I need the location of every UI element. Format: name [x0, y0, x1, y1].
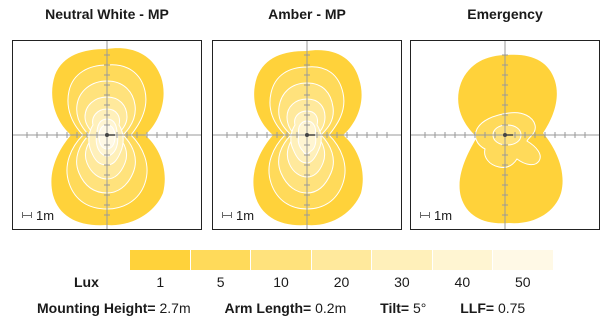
scale-indicator: 1m: [420, 208, 452, 223]
isolux-plot-emergency: [411, 41, 599, 229]
scale-label: 1m: [434, 208, 453, 223]
llf-value: 0.75: [497, 300, 526, 316]
legend-swatch-1: [130, 250, 191, 270]
mounting-height-value: 2.7m: [159, 300, 191, 316]
legend-value: 5: [216, 274, 225, 290]
legend-value: 20: [333, 274, 350, 290]
legend-swatch-20: [311, 250, 373, 270]
isolux-plot-neutral-white: [13, 41, 201, 229]
legend-value: 1: [156, 274, 165, 290]
panel-title-emergency: Emergency: [467, 6, 543, 22]
legend-value: 40: [454, 274, 471, 290]
tilt: Tilt= 5°: [380, 300, 426, 316]
lux-legend-bar: [130, 250, 554, 270]
axis-ticks: [424, 54, 586, 216]
legend-value: 50: [514, 274, 531, 290]
scale-label: 1m: [36, 208, 55, 223]
scale-indicator: 1m: [22, 208, 54, 223]
legend-swatch-30: [372, 250, 433, 270]
legend-values: 1 5 10 20 30 40 50: [130, 274, 553, 290]
isolux-panel-emergency: 1m: [410, 40, 600, 230]
tilt-value: 5°: [412, 300, 427, 316]
isolux-plot-amber: [213, 41, 401, 229]
llf: LLF= 0.75: [460, 300, 525, 316]
axis-ticks: [226, 54, 388, 216]
panel-title-amber: Amber - MP: [268, 6, 346, 22]
scale-label: 1m: [236, 208, 255, 223]
legend-value: 30: [394, 274, 410, 290]
legend-value: 10: [273, 274, 289, 290]
mounting-height-label: Mounting Height=: [37, 300, 156, 316]
legend-title: Lux: [74, 274, 99, 290]
scale-indicator: 1m: [222, 208, 254, 223]
arm-length: Arm Length= 0.2m: [225, 300, 347, 316]
panel-title-neutral-white: Neutral White - MP: [45, 6, 169, 22]
scale-bar-icon: [420, 212, 430, 219]
isolux-panel-amber: 1m: [212, 40, 402, 230]
installation-parameters: Mounting Height= 2.7m Arm Length= 0.2m T…: [37, 300, 525, 316]
tilt-label: Tilt=: [380, 300, 410, 316]
legend-swatch-40: [432, 250, 494, 270]
arm-length-value: 0.2m: [315, 300, 347, 316]
legend-swatch-50: [493, 250, 554, 270]
legend-swatch-5: [190, 250, 252, 270]
isolux-panel-neutral-white: 1m: [12, 40, 202, 230]
scale-bar-icon: [22, 212, 32, 219]
llf-label: LLF=: [460, 300, 495, 316]
scale-bar-icon: [222, 212, 232, 219]
arm-length-label: Arm Length=: [224, 300, 312, 316]
mounting-height: Mounting Height= 2.7m: [37, 300, 191, 316]
axis-ticks: [26, 54, 188, 216]
legend-swatch-10: [251, 250, 312, 270]
